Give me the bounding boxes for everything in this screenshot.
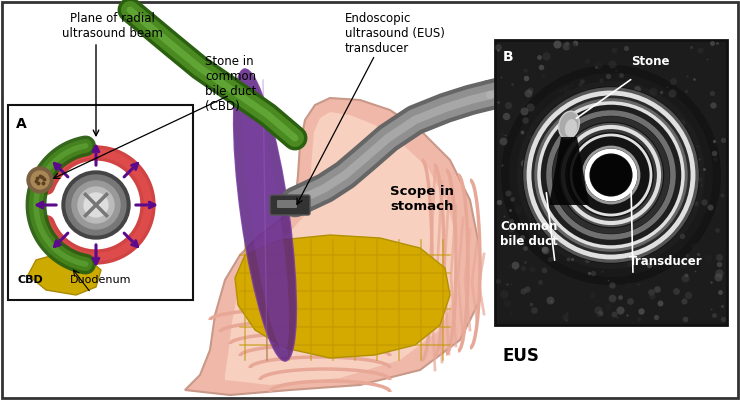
Circle shape xyxy=(27,167,53,193)
Text: Scope in
stomach: Scope in stomach xyxy=(390,185,454,213)
Circle shape xyxy=(597,161,625,189)
Text: Plane of radial
ultrasound beam: Plane of radial ultrasound beam xyxy=(61,12,163,40)
Circle shape xyxy=(565,129,657,221)
FancyBboxPatch shape xyxy=(277,200,297,208)
Text: B: B xyxy=(503,50,514,64)
Text: EUS: EUS xyxy=(503,347,540,365)
FancyBboxPatch shape xyxy=(495,40,727,325)
Text: Endoscopic
ultrasound (EUS)
transducer: Endoscopic ultrasound (EUS) transducer xyxy=(345,12,445,55)
Circle shape xyxy=(66,175,126,235)
Circle shape xyxy=(541,105,681,245)
Circle shape xyxy=(509,73,713,277)
Circle shape xyxy=(591,155,631,195)
FancyBboxPatch shape xyxy=(8,105,193,300)
Text: Stone: Stone xyxy=(631,55,670,68)
Circle shape xyxy=(501,65,721,285)
Circle shape xyxy=(525,89,697,261)
Ellipse shape xyxy=(565,119,577,137)
Circle shape xyxy=(581,145,641,205)
Circle shape xyxy=(62,171,130,239)
Circle shape xyxy=(517,81,705,269)
Text: CBD: CBD xyxy=(18,275,44,285)
Text: Duodenum: Duodenum xyxy=(70,275,132,285)
Text: Stone in
common
bile duct
(CBD): Stone in common bile duct (CBD) xyxy=(205,55,256,113)
Polygon shape xyxy=(549,137,589,205)
Circle shape xyxy=(573,137,649,213)
Circle shape xyxy=(557,121,665,229)
Text: A: A xyxy=(16,117,27,131)
Circle shape xyxy=(533,97,689,253)
Circle shape xyxy=(31,171,49,189)
Circle shape xyxy=(589,153,633,197)
Ellipse shape xyxy=(240,79,289,351)
Text: Common
bile duct: Common bile duct xyxy=(500,220,558,248)
Circle shape xyxy=(84,193,108,217)
Polygon shape xyxy=(185,98,480,395)
Circle shape xyxy=(549,113,673,237)
Circle shape xyxy=(605,169,617,181)
Circle shape xyxy=(78,187,114,223)
Circle shape xyxy=(72,181,120,229)
Text: Transducer: Transducer xyxy=(629,255,702,268)
FancyBboxPatch shape xyxy=(270,195,310,215)
Circle shape xyxy=(523,87,699,263)
Polygon shape xyxy=(28,253,101,295)
Polygon shape xyxy=(235,235,450,358)
Polygon shape xyxy=(225,112,458,385)
Ellipse shape xyxy=(559,111,579,139)
Ellipse shape xyxy=(234,69,297,361)
